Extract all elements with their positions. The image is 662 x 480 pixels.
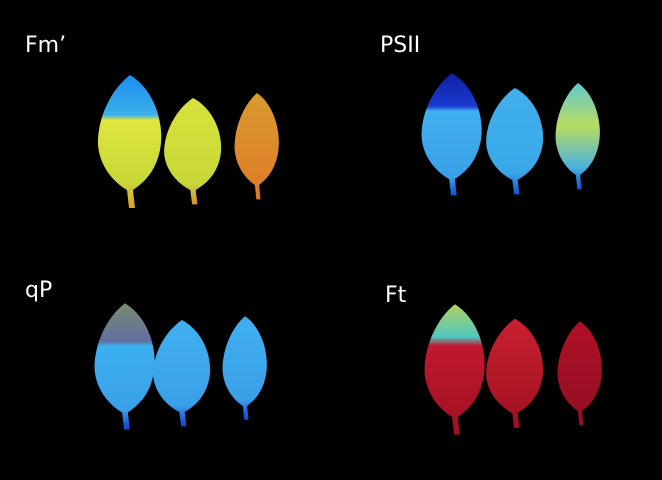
- panel-label: Fm’: [25, 33, 66, 58]
- panel-label: Ft: [385, 283, 407, 308]
- panel-label: PSII: [380, 33, 420, 58]
- panel-label: qP: [25, 278, 52, 303]
